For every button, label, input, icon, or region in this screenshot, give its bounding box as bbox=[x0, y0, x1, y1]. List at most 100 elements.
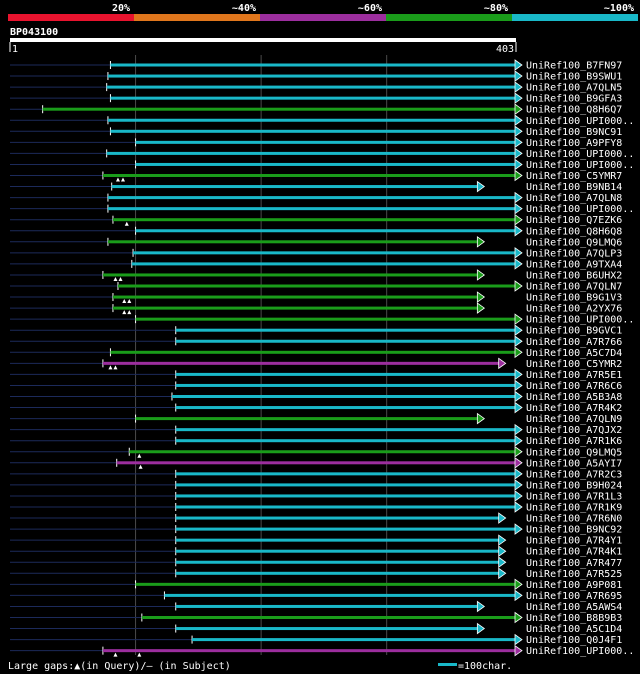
query-gap-marker bbox=[127, 310, 132, 315]
hit-label[interactable]: UniRef100_B9NB14 bbox=[526, 182, 622, 193]
hit-arrow bbox=[514, 633, 523, 646]
hit-arrow bbox=[498, 357, 507, 370]
hit-row: UniRef100_Q7EZK6 bbox=[10, 213, 622, 226]
hit-arrow bbox=[476, 622, 486, 635]
hit-row: UniRef100_A7R525 bbox=[10, 567, 622, 580]
hit-label[interactable]: UniRef100_A7R2C3 bbox=[526, 469, 622, 480]
hit-label[interactable]: UniRef100_B9SWU1 bbox=[526, 72, 622, 83]
hit-arrow bbox=[514, 313, 523, 325]
hit-bar bbox=[175, 372, 516, 376]
hit-bar bbox=[175, 505, 516, 509]
hit-row: UniRef100_UPI000.. bbox=[10, 158, 634, 171]
hit-row: UniRef100_A5AYI7 bbox=[10, 457, 622, 469]
hit-label[interactable]: UniRef100_A5AYI7 bbox=[526, 458, 622, 469]
hit-label[interactable]: UniRef100_A7R1L3 bbox=[526, 491, 622, 502]
hit-label[interactable]: UniRef100_A7R6N0 bbox=[526, 514, 622, 525]
legend-swatch-3 bbox=[260, 14, 386, 21]
hit-label[interactable]: UniRef100_A9TXA4 bbox=[526, 259, 622, 270]
hit-label[interactable]: UniRef100_Q7EZK6 bbox=[526, 215, 622, 226]
query-gap-marker bbox=[108, 365, 113, 370]
hit-label[interactable]: UniRef100_A9PFY8 bbox=[526, 138, 622, 149]
hit-row: UniRef100_A2YX76 bbox=[10, 302, 622, 315]
hit-label[interactable]: UniRef100_Q0J4F1 bbox=[526, 635, 622, 646]
hit-row: UniRef100_B9NB14 bbox=[10, 180, 622, 193]
hit-label[interactable]: UniRef100_Q8H6Q7 bbox=[526, 105, 622, 116]
hit-bar bbox=[164, 593, 517, 597]
hit-label[interactable]: UniRef100_B6UHX2 bbox=[526, 270, 622, 281]
hit-label[interactable]: UniRef100_A7QLN8 bbox=[526, 193, 622, 204]
hit-arrow bbox=[514, 324, 523, 336]
hit-label[interactable]: UniRef100_B7FN97 bbox=[526, 61, 622, 72]
hit-bar bbox=[117, 284, 516, 288]
hit-label[interactable]: UniRef100_B9NC91 bbox=[526, 127, 622, 138]
hit-label[interactable]: UniRef100_A7R477 bbox=[526, 558, 622, 569]
hit-label[interactable]: UniRef100_Q9LMQ6 bbox=[526, 237, 622, 248]
hit-label[interactable]: UniRef100_A7R766 bbox=[526, 337, 622, 348]
hit-label[interactable]: UniRef100_Q8H6Q8 bbox=[526, 226, 622, 237]
hit-label[interactable]: UniRef100_A7QLP3 bbox=[526, 248, 622, 259]
hit-label[interactable]: UniRef100_A7R6C6 bbox=[526, 381, 622, 392]
hit-label[interactable]: UniRef100_A5C7D4 bbox=[526, 348, 622, 359]
hit-bar bbox=[102, 174, 517, 177]
hit-label[interactable]: UniRef100_UPI000.. bbox=[526, 315, 634, 326]
hit-bar bbox=[102, 649, 517, 653]
legend-label-3: ~60% bbox=[358, 3, 382, 14]
hit-label[interactable]: UniRef100_A7R4K2 bbox=[526, 403, 622, 414]
hit-row: UniRef100_A7R1L3 bbox=[10, 490, 622, 502]
hit-label[interactable]: UniRef100_B9GVC1 bbox=[526, 326, 622, 337]
hit-label[interactable]: UniRef100_C5YMR2 bbox=[526, 359, 622, 370]
hit-label[interactable]: UniRef100_A7QLN9 bbox=[526, 414, 622, 425]
hit-label[interactable]: UniRef100_A9P081 bbox=[526, 580, 622, 591]
hit-label[interactable]: UniRef100_B9GFA3 bbox=[526, 94, 622, 105]
hit-arrow bbox=[476, 291, 486, 303]
hit-row: UniRef100_Q9LMQ5 bbox=[10, 445, 622, 458]
hit-arrow bbox=[514, 445, 523, 458]
hit-row: UniRef100_UPI000.. bbox=[10, 313, 634, 326]
hit-label[interactable]: UniRef100_A7QLN5 bbox=[526, 83, 622, 94]
hit-label[interactable]: UniRef100_A7R4K1 bbox=[526, 547, 622, 558]
hit-bar bbox=[175, 406, 516, 410]
hit-row: UniRef100_A7R6N0 bbox=[10, 512, 622, 525]
query-gap-marker bbox=[124, 221, 129, 226]
hit-arrow bbox=[514, 578, 523, 591]
hit-label[interactable]: UniRef100_A7R4Y1 bbox=[526, 536, 622, 547]
query-gap-marker bbox=[138, 464, 143, 469]
hit-label[interactable]: UniRef100_A7R1K6 bbox=[526, 436, 622, 447]
hit-label[interactable]: UniRef100_A7R695 bbox=[526, 591, 622, 602]
hit-label[interactable]: UniRef100_B8B9B3 bbox=[526, 613, 622, 624]
hit-bar bbox=[175, 516, 500, 520]
hit-row: UniRef100_A7R1K6 bbox=[10, 434, 622, 447]
hit-arrow bbox=[498, 556, 507, 569]
hit-label[interactable]: UniRef100_A5AWS4 bbox=[526, 602, 622, 613]
hit-label[interactable]: UniRef100_A7R1K9 bbox=[526, 503, 622, 514]
hit-label[interactable]: UniRef100_A7R5E1 bbox=[526, 370, 622, 381]
hit-arrow bbox=[514, 434, 523, 447]
hit-label[interactable]: UniRef100_B9H024 bbox=[526, 480, 622, 491]
hit-arrow bbox=[514, 125, 523, 138]
hit-row: UniRef100_A7QJX2 bbox=[10, 423, 622, 436]
hit-label[interactable]: UniRef100_UPI000.. bbox=[526, 160, 634, 171]
hit-row: UniRef100_B9GFA3 bbox=[10, 92, 622, 105]
hit-arrow bbox=[498, 545, 507, 557]
hit-row: UniRef100_UPI000.. bbox=[10, 202, 634, 215]
hit-label[interactable]: UniRef100_A5B3A8 bbox=[526, 392, 622, 403]
hit-label[interactable]: UniRef100_UPI000.. bbox=[526, 116, 634, 127]
hit-label[interactable]: UniRef100_UPI000.. bbox=[526, 204, 634, 215]
hit-label[interactable]: UniRef100_A2YX76 bbox=[526, 304, 622, 315]
hit-label[interactable]: UniRef100_A7QJX2 bbox=[526, 425, 622, 436]
hit-arrow bbox=[514, 523, 523, 535]
hit-arrow bbox=[514, 644, 523, 657]
hit-label[interactable]: UniRef100_A5C1D4 bbox=[526, 624, 622, 635]
query-gap-marker bbox=[113, 276, 118, 281]
hit-bar bbox=[175, 472, 516, 476]
hit-label[interactable]: UniRef100_UPI000.. bbox=[526, 646, 634, 657]
hit-label[interactable]: UniRef100_Q9LMQ5 bbox=[526, 447, 622, 458]
query-gap-marker bbox=[118, 276, 123, 281]
hit-label[interactable]: UniRef100_A7QLN7 bbox=[526, 282, 622, 293]
hit-label[interactable]: UniRef100_B9NC92 bbox=[526, 525, 622, 536]
hit-bar bbox=[175, 483, 516, 487]
hit-label[interactable]: UniRef100_B9G1V3 bbox=[526, 293, 622, 304]
hit-label[interactable]: UniRef100_A7R525 bbox=[526, 569, 622, 580]
hit-label[interactable]: UniRef100_C5YMR7 bbox=[526, 171, 622, 182]
hit-label[interactable]: UniRef100_UPI000.. bbox=[526, 149, 634, 160]
